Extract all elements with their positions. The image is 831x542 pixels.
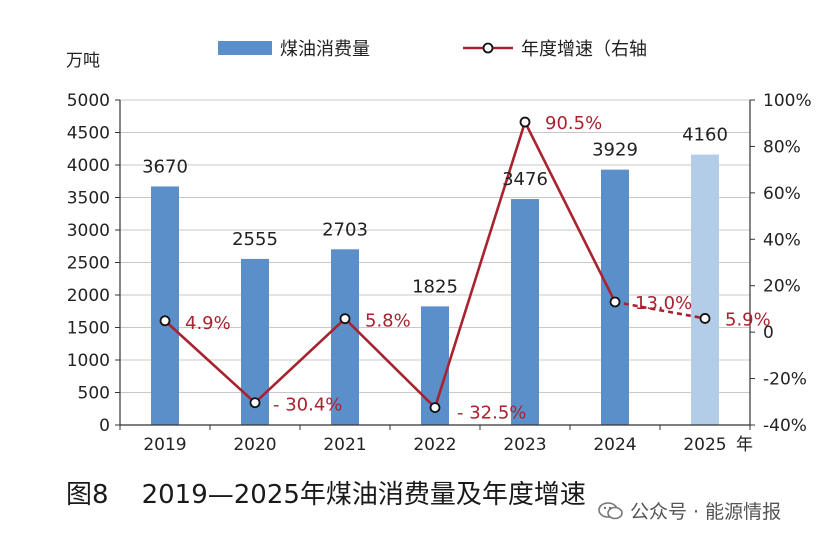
bar-value-label: 1825 (412, 276, 458, 297)
growth-value-label: 5.8% (365, 311, 411, 332)
growth-point-2021 (339, 313, 351, 325)
growth-point-2019 (159, 315, 171, 327)
x-tick-label: 2022 (413, 435, 456, 455)
left-tick-label: 3000 (67, 221, 110, 241)
growth-point-2024 (609, 296, 621, 308)
growth-line-forecast (614, 300, 706, 320)
bar-value-label: 2703 (322, 219, 368, 240)
bar-value-label: 3476 (502, 169, 548, 190)
bar-2019 (151, 186, 179, 425)
right-tick-label: 100% (763, 91, 812, 111)
right-tick-label: 40% (763, 230, 801, 250)
legend: 煤油消费量 年度增速（右轴 (218, 39, 647, 60)
growth-value-label: 4.9% (185, 313, 231, 334)
bar-value-label: 4160 (682, 125, 728, 146)
left-tick-label: 4500 (67, 124, 110, 144)
right-tick-label: -20% (763, 370, 807, 390)
growth-value-label: - 30.4% (273, 395, 342, 416)
x-tick-label: 2024 (593, 435, 636, 455)
left-tick-label: 3500 (67, 189, 110, 209)
bar-value-label: 3670 (142, 156, 188, 177)
x-tick-label: 2025 (683, 435, 726, 455)
bar-2025 (691, 154, 719, 425)
chart: 0 500 1000 1500 2000 2500 3000 3500 4000 4500 5000… (66, 39, 812, 455)
left-tick-label: 2000 (67, 286, 110, 306)
x-tick-label: 2019 (143, 435, 186, 455)
watermark: 公众号 · 能源情报 (598, 497, 781, 524)
left-tick-label: 0 (99, 416, 110, 436)
data-labels: 3670 2555 2703 1825 3476 3929 4160 4.9% - 30.4% 5… (142, 113, 771, 424)
growth-value-label: 13.0% (635, 293, 692, 314)
axes: 0 500 1000 1500 2000 2500 3000 3500 4000 4500 5000… (66, 51, 812, 455)
growth-value-label: 90.5% (545, 113, 602, 134)
x-tick-label: 2020 (233, 435, 276, 455)
growth-point-2020 (249, 397, 261, 409)
legend-label-bar: 煤油消费量 (280, 39, 370, 60)
right-tick-label: 80% (763, 137, 801, 157)
right-tick-label: 20% (763, 277, 801, 297)
growth-point-2023 (519, 116, 531, 128)
growth-point-2025 (699, 313, 711, 324)
grid-lines (120, 99, 750, 426)
x-tick-label: 2023 (503, 435, 546, 455)
left-tick-label: 5000 (67, 91, 110, 111)
line-series (159, 116, 711, 413)
watermark-text: 公众号 · 能源情报 (630, 501, 782, 523)
x-axis-unit: 年 (736, 435, 753, 455)
growth-point-2022 (429, 402, 441, 413)
legend-marker-line (482, 42, 494, 54)
growth-value-label: - 32.5% (457, 403, 526, 424)
growth-line (164, 118, 617, 411)
legend-label-line: 年度增速（右轴 (521, 39, 647, 60)
bar-value-label: 2555 (232, 229, 278, 250)
left-tick-label: 500 (78, 384, 110, 404)
x-tick-label: 2021 (323, 435, 366, 455)
bar-value-label: 3929 (592, 140, 638, 161)
right-tick-label: 0 (763, 323, 774, 343)
left-axis-unit: 万吨 (66, 51, 100, 71)
wechat-icon (598, 501, 623, 519)
left-tick-label: 1000 (67, 351, 110, 371)
growth-value-label: 5.9% (725, 309, 771, 330)
bar-2021 (331, 249, 359, 425)
right-tick-label: 60% (763, 184, 801, 204)
bar-series (151, 154, 719, 425)
left-tick-label: 2500 (67, 254, 110, 274)
left-tick-label: 4000 (67, 156, 110, 176)
left-tick-label: 1500 (67, 319, 110, 339)
legend-swatch-bar (218, 41, 272, 55)
bar-2023 (511, 199, 539, 425)
right-tick-label: -40% (763, 416, 807, 436)
figure-caption: 图8 2019—2025年煤油消费量及年度增速 (66, 480, 586, 510)
